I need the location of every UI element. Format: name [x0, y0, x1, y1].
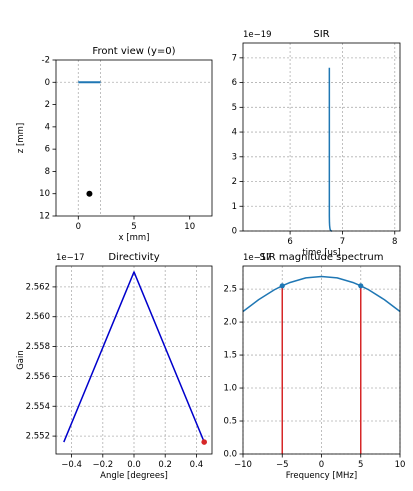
y-tick-label: -2: [42, 56, 50, 66]
x-tick-label: 0: [76, 222, 81, 232]
series-line: [242, 275, 401, 313]
x-tick-label: −0.2: [92, 460, 113, 470]
y-tick-label: 2.5: [223, 285, 237, 295]
y-tick-label: 1.5: [223, 351, 237, 361]
x-tick-label: 10: [395, 460, 406, 470]
chart-spectrum: −10 −5 0 5 10 0.0 0.5 1.0 1.5 2.0 2.5 SIR magnitude…: [223, 252, 405, 481]
x-tick-label: −10: [234, 460, 252, 470]
x-tick-label: 5: [358, 460, 363, 470]
x-tick-label: −5: [276, 460, 289, 470]
y-tick-label: 5: [232, 103, 237, 113]
chart-title: Front view (y=0): [92, 46, 175, 57]
chart-directivity: −0.4 −0.2 0.0 0.2 0.4 2.552 2.554 2.556 2.558 2.5…: [16, 252, 213, 481]
chart-front: 0 5 10 -2 0 2 4 6 8 10 12 Front view (y=0) x [mm] z […: [16, 46, 213, 243]
y-tick-label: 7: [232, 53, 237, 63]
axis-offset-label: 1e−17: [243, 253, 272, 263]
y-tick-label: 1: [232, 202, 237, 212]
y-tick-label: 4: [232, 128, 237, 138]
x-tick-label: −0.4: [61, 460, 82, 470]
x-tick-label: 7: [340, 237, 345, 247]
stem-marker: [279, 283, 285, 289]
x-tick-label: 8: [392, 237, 397, 247]
x-tick-label: 6: [287, 237, 292, 247]
end-marker: [201, 439, 207, 445]
axes-frame: [242, 42, 401, 232]
chart-title: SIR magnitude spectrum: [259, 252, 383, 263]
y-tick-label: 2: [232, 177, 237, 187]
y-tick-label: 0: [45, 78, 50, 88]
y-tick-label: 6: [45, 145, 50, 155]
y-tick-label: 6: [232, 78, 237, 88]
chart-sir: 6 7 8 0 1 2 3 4 5 6 7 SIR time [us] 1e−19: [232, 29, 401, 258]
field-point: [86, 190, 93, 197]
x-axis-label: Frequency [MHz]: [286, 471, 357, 481]
chart-title: Directivity: [108, 252, 159, 263]
y-tick-label: 2.562: [26, 282, 50, 292]
axis-offset-label: 1e−17: [56, 253, 85, 263]
x-tick-label: 0.4: [190, 460, 204, 470]
x-tick-label: 0.0: [127, 460, 141, 470]
x-tick-label: 5: [131, 222, 136, 232]
x-axis-label: Angle [degrees]: [100, 471, 168, 481]
y-tick-label: 2.552: [26, 432, 50, 442]
y-axis-label: Gain: [16, 350, 26, 370]
axis-offset-label: 1e−19: [243, 30, 272, 40]
y-tick-label: 3: [232, 152, 237, 162]
y-tick-label: 4: [45, 122, 50, 132]
x-tick-label: 0.2: [158, 460, 172, 470]
x-tick-label: 10: [184, 222, 195, 232]
y-tick-label: 2.560: [26, 312, 50, 322]
x-tick-label: 0: [319, 460, 324, 470]
x-axis-label: x [mm]: [119, 233, 150, 243]
x-axis-label: time [us]: [302, 248, 340, 258]
y-tick-label: 0.5: [223, 417, 237, 427]
y-tick-label: 0.0: [223, 450, 237, 460]
y-tick-label: 2.558: [26, 342, 50, 352]
y-tick-label: 8: [45, 167, 50, 177]
y-tick-label: 10: [39, 189, 50, 199]
y-axis-label: z [mm]: [16, 123, 26, 153]
y-tick-label: 2.0: [223, 318, 237, 328]
y-tick-label: 0: [232, 227, 237, 237]
y-tick-label: 2.554: [26, 402, 50, 412]
y-tick-label: 2: [45, 100, 50, 110]
chart-title: SIR: [313, 29, 329, 40]
stem-marker: [358, 283, 364, 289]
y-tick-label: 12: [39, 212, 50, 222]
y-tick-label: 1.0: [223, 384, 237, 394]
y-tick-label: 2.556: [26, 372, 50, 382]
series-line: [63, 271, 205, 443]
